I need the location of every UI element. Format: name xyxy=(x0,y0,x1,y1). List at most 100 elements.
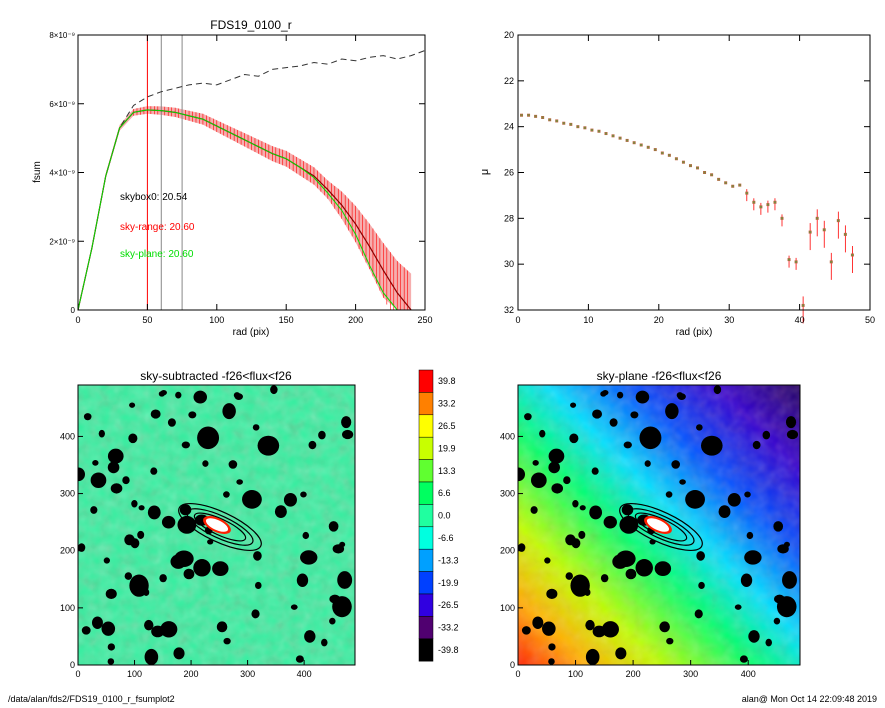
masked-source xyxy=(143,588,150,597)
masked-source xyxy=(671,460,680,469)
masked-source xyxy=(173,647,185,660)
masked-source xyxy=(150,467,158,475)
masked-source xyxy=(518,543,526,552)
fsum-plot-area xyxy=(78,35,425,310)
x-tick-label: 200 xyxy=(184,669,199,679)
masked-source xyxy=(242,489,262,509)
y-tick-label: 0 xyxy=(510,660,515,670)
x-tick-label: 20 xyxy=(654,315,664,325)
x-tick-label: 200 xyxy=(348,315,363,325)
colorbar-label: -6.6 xyxy=(438,533,454,543)
masked-source xyxy=(776,596,797,618)
mu-point-inner xyxy=(576,125,579,128)
mu-point-inner xyxy=(830,260,833,263)
masked-source xyxy=(744,491,751,498)
x-tick-label: 100 xyxy=(568,669,583,679)
masked-source xyxy=(257,435,280,456)
masked-source xyxy=(107,658,115,665)
x-tick-label: 0 xyxy=(515,669,520,679)
masked-source xyxy=(300,491,307,498)
x-tick-label: 100 xyxy=(127,669,142,679)
isophote-ellipse-inner xyxy=(634,512,688,542)
masked-source xyxy=(744,550,762,565)
mu-point-inner xyxy=(640,144,643,146)
mu-point-inner xyxy=(647,146,650,149)
masked-source xyxy=(270,385,278,395)
masked-source xyxy=(644,460,651,467)
masked-source xyxy=(635,390,650,404)
mu-point-inner xyxy=(597,130,600,133)
mu-point-inner xyxy=(759,205,762,208)
x-tick-label: 400 xyxy=(741,669,756,679)
masked-sources xyxy=(518,385,799,665)
masked-source xyxy=(677,393,686,401)
masked-source xyxy=(147,505,161,520)
masked-source xyxy=(539,429,546,438)
masked-source xyxy=(283,492,297,507)
masked-source xyxy=(253,551,262,561)
isophote-ellipse-outer xyxy=(178,503,262,551)
mu-axis-ticks: 0 10 20 30 40 50 20 22 24 26 28 30 32 xyxy=(504,30,875,325)
masked-source xyxy=(739,655,748,663)
masked-source xyxy=(718,505,731,518)
masked-source xyxy=(300,550,318,565)
masked-source xyxy=(546,588,558,599)
masked-source xyxy=(579,505,586,511)
mu-point-inner xyxy=(717,178,720,181)
colorbar-swatch xyxy=(418,616,434,640)
colorbar-label: 39.8 xyxy=(438,376,456,386)
sky-subtracted-axis-ticks: 0 100 200 300 400 0 100 200 300 400 xyxy=(60,431,312,679)
masked-source xyxy=(773,521,784,532)
masked-source xyxy=(329,617,336,625)
colorbar-label: -33.2 xyxy=(438,623,459,633)
footer-path: /data/alan/fds2/FDS19_0100_r_fsumplot2 xyxy=(8,694,175,704)
mu-point-inner xyxy=(562,122,565,125)
masked-source xyxy=(128,433,138,444)
mu-plot-area xyxy=(520,113,854,324)
masked-source xyxy=(665,491,673,498)
mu-point-inner xyxy=(745,192,748,195)
masked-source xyxy=(615,647,627,660)
y-tick-label: 300 xyxy=(500,489,515,499)
y-tick-label: 200 xyxy=(60,546,75,556)
masked-source xyxy=(773,617,781,625)
x-tick-label: 10 xyxy=(583,315,593,325)
masked-source xyxy=(137,530,145,539)
y-tick-label: 0 xyxy=(70,660,75,670)
masked-source xyxy=(585,648,600,665)
masked-source xyxy=(197,426,220,450)
mu-ylabel: μ xyxy=(479,169,491,175)
masked-source xyxy=(530,506,538,514)
masked-source xyxy=(295,655,304,663)
masked-source xyxy=(107,643,115,651)
mu-point-inner xyxy=(583,126,586,129)
masked-source xyxy=(175,391,182,399)
masked-source xyxy=(105,588,117,599)
colorbar-swatch xyxy=(418,571,434,595)
masked-source xyxy=(341,416,352,429)
masked-source xyxy=(228,460,238,469)
x-tick-label: 40 xyxy=(795,315,805,325)
masked-source xyxy=(696,424,703,431)
masked-source xyxy=(563,476,571,485)
x-tick-label: 0 xyxy=(75,669,80,679)
colorbar-label: 13.3 xyxy=(438,466,456,476)
colorbar-swatch xyxy=(418,369,434,393)
x-tick-label: 250 xyxy=(417,315,432,325)
masked-source xyxy=(339,541,346,548)
annotation-skybox0: skybox0: 20.54 xyxy=(120,192,188,203)
y-tick-label: 8×10⁻⁹ xyxy=(49,31,75,40)
masked-source xyxy=(585,619,595,631)
fsum-ylabel: fsum xyxy=(32,161,43,183)
masked-source xyxy=(103,557,111,564)
masked-source xyxy=(296,573,309,588)
masked-source xyxy=(159,574,167,583)
masked-source xyxy=(623,441,632,449)
colorbar-label: 19.9 xyxy=(438,443,456,453)
colorbar-swatch xyxy=(418,526,434,550)
masked-source xyxy=(223,637,231,645)
mu-point-inner xyxy=(548,118,551,121)
masked-source xyxy=(518,467,526,482)
masked-source xyxy=(530,472,547,489)
masked-source xyxy=(782,571,797,589)
